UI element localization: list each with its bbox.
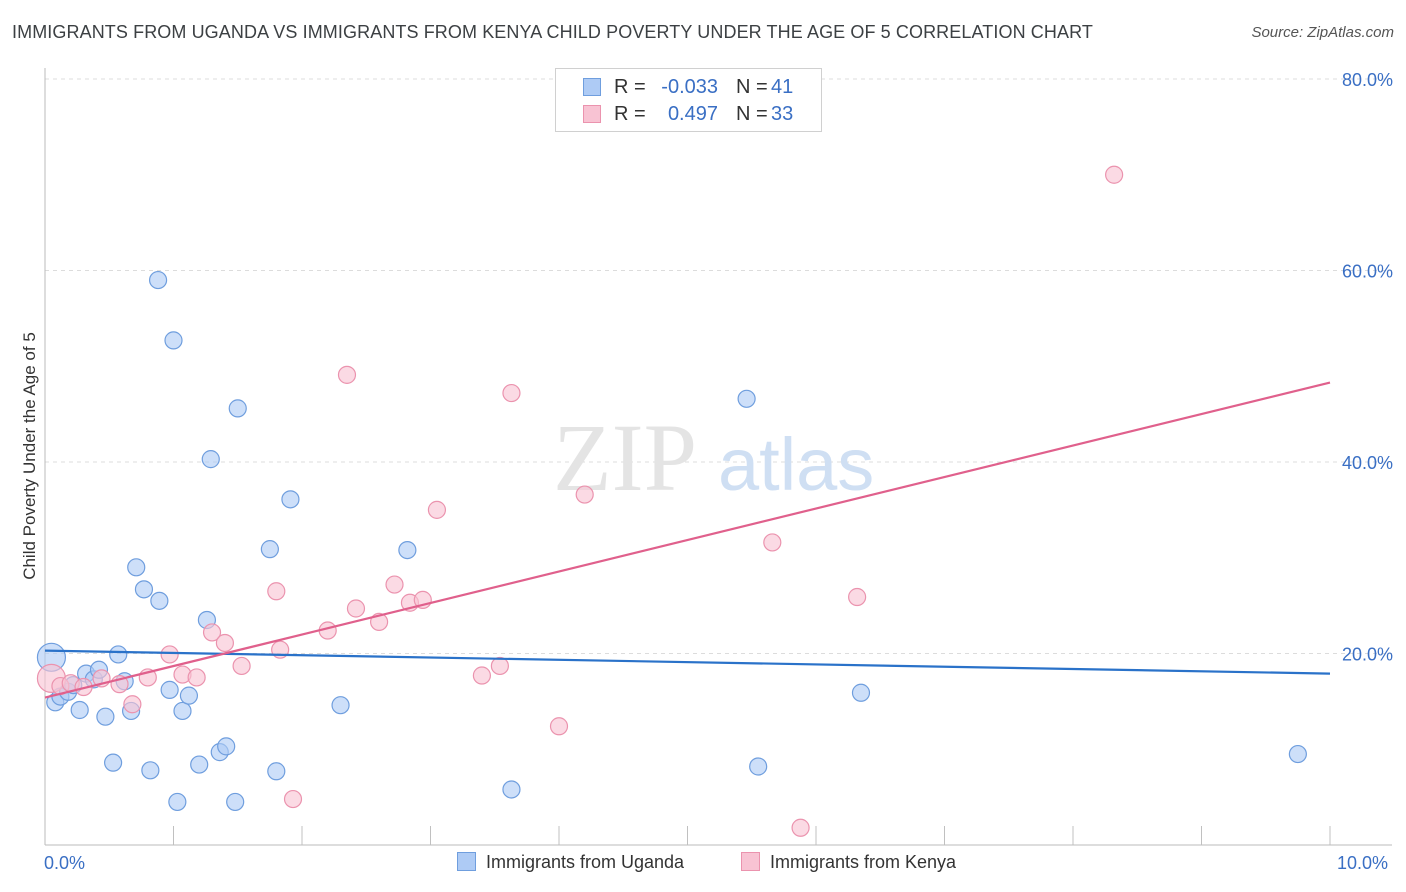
r-value: -0.033 <box>661 76 718 98</box>
kenya-point <box>337 365 357 384</box>
uganda-point <box>109 645 128 664</box>
uganda-point <box>1288 744 1307 764</box>
y-tick-label-60: 60.0% <box>1342 262 1393 282</box>
n-value: 33 <box>771 103 794 125</box>
y-axis-label-wrap: Child Poverty Under the Age of 5 <box>2 0 46 892</box>
r-value: 0.497 <box>667 103 718 125</box>
legend-row-uganda: R = -0.033 N = 41 <box>556 74 821 100</box>
bottom-legend-uganda: Immigrants from Uganda <box>457 852 684 873</box>
uganda-point <box>749 757 768 776</box>
y-tick-label-20: 20.0% <box>1342 645 1393 665</box>
kenya-point <box>1105 165 1124 184</box>
uganda-point <box>173 701 192 721</box>
kenya-point <box>848 587 867 607</box>
kenya-legend-swatch <box>741 852 760 871</box>
kenya-point <box>215 633 234 653</box>
n-label: N = <box>736 76 768 98</box>
r-label: R = <box>614 103 646 125</box>
kenya-point <box>202 623 222 642</box>
bottom-legend-kenya: Immigrants from Kenya <box>741 852 956 873</box>
uganda-point <box>217 737 236 756</box>
watermark-atlas: atlas <box>718 423 874 506</box>
source-credit: Source: ZipAtlas.com <box>1251 24 1394 41</box>
uganda-point <box>226 792 245 812</box>
uganda-point <box>104 753 123 772</box>
uganda-point <box>502 780 521 799</box>
uganda-point <box>127 558 146 577</box>
uganda-point <box>168 792 187 812</box>
uganda-point <box>141 761 160 780</box>
x-axis-max-label: 10.0% <box>1337 853 1389 873</box>
kenya-point <box>427 500 447 519</box>
y-axis-label: Child Poverty Under the Age of 5 <box>20 332 39 580</box>
kenya-point <box>187 668 206 687</box>
kenya-legend-label: Immigrants from Kenya <box>770 852 957 872</box>
watermark: ZIP atlas <box>553 404 874 511</box>
trend-lines <box>44 381 1331 699</box>
kenya-point <box>346 599 366 618</box>
x-axis-min-label: 0.0% <box>44 853 86 873</box>
kenya-point <box>385 575 404 594</box>
kenya-point <box>575 485 594 504</box>
uganda-point <box>851 683 871 702</box>
uganda-point <box>148 270 168 290</box>
y-tick-label-80: 80.0% <box>1342 70 1393 90</box>
uganda-point <box>331 696 350 715</box>
kenya-point <box>123 695 142 714</box>
uganda-legend-label: Immigrants from Uganda <box>486 852 685 872</box>
n-label: N = <box>736 103 768 125</box>
uganda-trend-line <box>44 649 1331 675</box>
kenya-swatch <box>583 105 601 123</box>
uganda-point <box>160 680 179 699</box>
y-tick-labels: 20.0% 40.0% 60.0% 80.0% <box>1342 70 1393 665</box>
uganda-point <box>737 389 756 408</box>
chart-title: IMMIGRANTS FROM UGANDA VS IMMIGRANTS FRO… <box>12 22 1093 42</box>
uganda-point <box>134 580 154 599</box>
kenya-point <box>160 645 179 664</box>
kenya-point <box>267 582 286 601</box>
watermark-zip: ZIP <box>553 404 697 511</box>
uganda-point <box>260 540 279 559</box>
kenya-trend-line <box>44 381 1331 699</box>
correlation-legend: R = -0.033 N = 41 R = 0.497 N = 33 <box>555 68 822 132</box>
uganda-point <box>267 762 286 781</box>
uganda-point <box>398 540 417 560</box>
grid-lines <box>45 78 1392 654</box>
data-points <box>36 165 1307 837</box>
kenya-point <box>791 818 810 837</box>
kenya-point <box>549 717 569 736</box>
uganda-point <box>228 399 247 418</box>
kenya-point <box>490 656 509 676</box>
uganda-point <box>70 700 89 720</box>
kenya-point <box>763 533 782 552</box>
kenya-point <box>283 789 303 809</box>
axes <box>44 68 1392 846</box>
uganda-point <box>201 450 220 469</box>
legend-row-kenya: R = 0.497 N = 33 <box>556 101 821 127</box>
uganda-point <box>281 490 300 509</box>
kenya-point <box>502 383 521 403</box>
uganda-point <box>164 331 183 350</box>
r-label: R = <box>614 76 646 98</box>
y-tick-label-40: 40.0% <box>1342 453 1393 473</box>
uganda-legend-swatch <box>457 852 476 871</box>
kenya-point <box>232 656 251 676</box>
n-value: 41 <box>771 76 794 98</box>
uganda-point <box>150 591 169 610</box>
uganda-point <box>96 707 115 726</box>
uganda-point <box>179 686 199 705</box>
uganda-swatch <box>583 78 601 96</box>
uganda-point <box>190 755 209 774</box>
kenya-point <box>472 666 491 685</box>
